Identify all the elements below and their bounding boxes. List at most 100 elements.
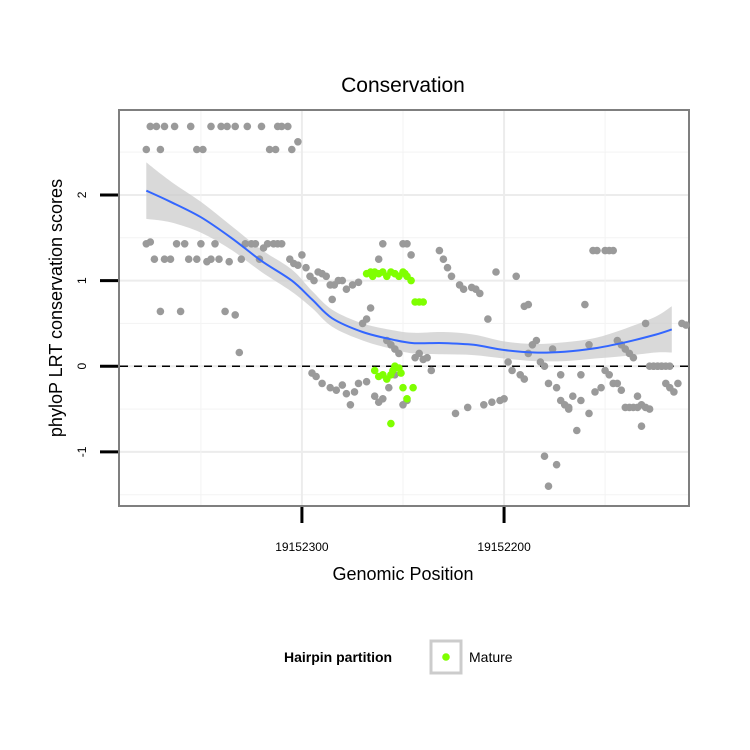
data-point [637,422,646,431]
data-point [488,398,496,407]
data-point [544,379,553,388]
data-point [552,383,561,392]
data-point [326,383,335,392]
y-axis-label: phyloP LRT conservation scores [46,179,66,437]
data-point [150,255,159,263]
data-point [585,409,593,418]
data-point [265,145,274,154]
data-point [257,122,266,131]
data-point [350,388,359,396]
legend-swatch-mature [442,653,450,661]
data-point [556,371,565,379]
data-point [463,403,472,412]
data-point [243,122,252,131]
data-point [310,276,318,285]
data-point [500,395,508,403]
mature-point [419,298,428,306]
data-point [332,386,341,395]
data-point [342,285,351,294]
data-point [581,300,589,309]
data-point [666,362,674,371]
data-point [217,122,225,131]
mature-point [403,395,411,403]
data-point [609,246,617,255]
data-point [512,272,520,281]
data-point [294,261,302,270]
legend-label-mature: Mature [469,649,513,665]
data-point [211,240,219,248]
mature-points [362,268,428,428]
data-point [379,240,387,248]
data-point [284,122,292,131]
data-point [508,366,516,375]
data-point [271,145,280,154]
data-point [184,255,193,263]
data-point [302,263,310,272]
data-point [221,307,229,316]
data-point [277,240,286,248]
data-point [342,389,351,398]
data-point [166,255,175,263]
data-point [476,289,484,298]
data-point [207,255,215,263]
mature-point [370,366,379,375]
data-point [395,349,403,358]
data-point [322,272,331,281]
data-point [180,240,189,248]
data-point [374,255,383,263]
y-tick-label: 2 [75,191,89,198]
legend: Hairpin partition Mature [284,639,513,675]
y-tick-label: -1 [75,446,89,457]
data-point [354,278,363,287]
x-tick-label: 19152200 [477,540,531,554]
data-point [435,246,444,255]
data-point [354,379,363,388]
data-point [156,307,165,316]
data-point [556,396,565,405]
data-point [540,452,549,461]
data-point [160,255,169,263]
data-point [593,246,601,255]
data-point [241,240,250,248]
data-point [156,145,165,154]
y-tick-label: 1 [75,277,89,284]
data-point [193,255,201,263]
data-point [670,388,678,396]
data-point [142,145,151,154]
data-point [641,403,650,412]
data-point [577,371,585,379]
data-point [277,122,286,131]
data-point [524,300,533,309]
data-point [160,122,169,131]
data-point [548,345,557,353]
data-point [617,386,626,395]
data-point [370,392,379,401]
data-point [215,255,223,263]
mature-point [409,383,417,392]
data-point [564,405,573,413]
data-point [613,379,622,388]
data-point [346,401,355,409]
data-point [288,145,296,154]
data-point [298,251,306,259]
data-point [633,392,642,401]
data-point [443,263,452,272]
data-point [294,138,302,146]
data-point [338,381,347,389]
mature-point [397,369,405,377]
data-point [492,268,500,276]
x-axis-label: Genomic Position [332,564,473,584]
grid-lines [120,111,688,505]
legend-title: Hairpin partition [284,649,392,665]
data-point [379,395,387,403]
data-point [439,255,448,263]
data-point [199,145,207,154]
data-point [427,366,436,375]
mature-point [387,419,395,428]
data-point [237,255,246,263]
y-tick-label: 0 [75,363,89,370]
data-point [520,375,529,383]
data-point [385,383,393,392]
chart-title: Conservation [341,74,465,97]
